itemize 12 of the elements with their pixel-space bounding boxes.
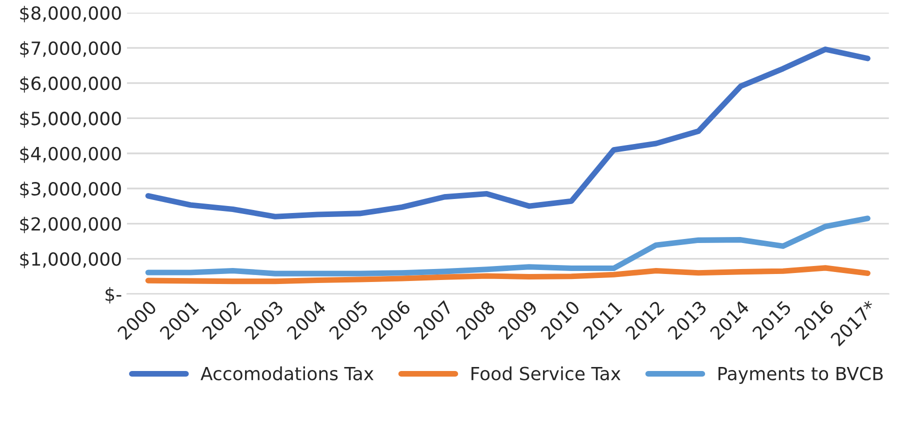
y-tick-label: $3,000,000: [20, 182, 121, 198]
y-tick-label: $2,000,000: [20, 216, 121, 234]
legend-label: Payments to BVCB: [718, 366, 883, 384]
y-tick-label: $7,000,000: [20, 41, 121, 58]
y-tick-label: $6,000,000: [20, 76, 121, 93]
legend-label: Accomodations Tax: [200, 366, 374, 380]
y-tick-label: $-: [106, 287, 122, 304]
y-tick-label: $5,000,000: [20, 111, 121, 128]
y-tick-label: $8,000,000: [20, 6, 121, 22]
y-tick-label: $1,000,000: [20, 252, 121, 268]
y-tick-label: $4,000,000: [20, 146, 121, 163]
legend-label: Food Service Tax: [472, 366, 620, 380]
